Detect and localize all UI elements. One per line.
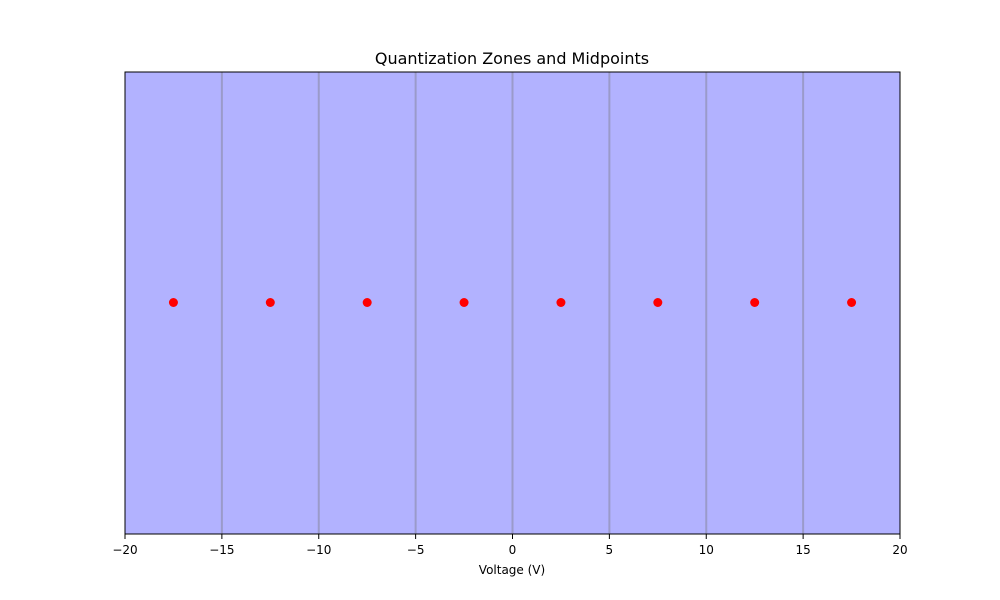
x-tick-label: −10 [306,543,331,557]
midpoint-marker [750,298,760,307]
x-tick-label: −15 [209,543,234,557]
x-tick-label: 20 [892,543,907,557]
midpoint-marker [847,298,857,307]
midpoint-markers [168,298,857,307]
x-axis-ticks: −20 −15 −10 −5 0 5 10 15 20 [112,534,908,557]
zone-boundaries [220,72,805,534]
midpoint-marker [653,298,663,307]
x-tick-label: −5 [407,543,425,557]
x-tick-label: 5 [606,543,614,557]
x-tick-label: 10 [699,543,714,557]
midpoint-marker [265,298,275,307]
midpoint-marker [556,298,566,307]
x-axis-label: Voltage (V) [479,563,545,577]
midpoint-marker [362,298,372,307]
x-tick-label: 0 [509,543,517,557]
x-tick-label: 15 [795,543,810,557]
chart-title: Quantization Zones and Midpoints [375,49,649,68]
midpoint-marker [459,298,469,307]
midpoint-marker [168,298,178,307]
x-tick-label: −20 [112,543,137,557]
